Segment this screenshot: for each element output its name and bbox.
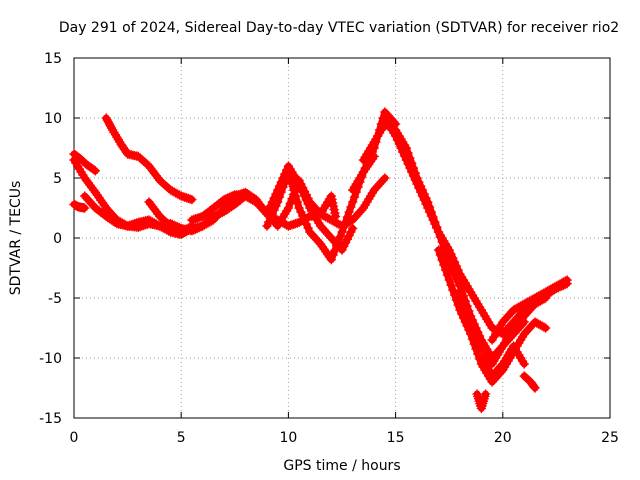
x-tick-labels: 0 5 10 15 20 25: [70, 430, 619, 446]
x-axis-label: GPS time / hours: [283, 458, 400, 474]
y-tick-label: -5: [48, 291, 62, 307]
x-tick-label: 15: [387, 430, 405, 446]
series-track-13: [476, 341, 529, 381]
y-tick-label: -15: [39, 411, 62, 427]
series-band: [102, 114, 196, 204]
axis-ticks: [73, 57, 611, 419]
chart-title: Day 291 of 2024, Sidereal Day-to-day VTE…: [59, 20, 619, 36]
x-tick-label: 10: [279, 430, 297, 446]
plus-markers: [69, 149, 101, 176]
series-track-1: [69, 149, 101, 176]
y-tick-label: 15: [44, 51, 62, 67]
y-tick-label: -10: [39, 351, 62, 367]
y-tick-label: 5: [53, 171, 62, 187]
plus-markers: [487, 275, 572, 345]
plus-markers: [101, 113, 197, 205]
plus-markers: [347, 151, 379, 195]
y-axis-label: SDTVAR / TECUs: [8, 181, 24, 296]
series-track-12: [472, 389, 491, 414]
y-tick-label: 0: [53, 231, 62, 247]
plus-markers: [144, 197, 197, 237]
series-track-4: [101, 113, 197, 205]
x-tick-label: 25: [601, 430, 619, 446]
plus-markers: [69, 199, 90, 213]
y-tick-labels: -15 -10 -5 0 5 10 15: [39, 51, 62, 427]
series-track-3: [69, 199, 90, 213]
series-track-16: [347, 151, 379, 195]
series-track-15: [519, 371, 540, 393]
plus-markers: [472, 389, 491, 414]
series-track-14: [487, 275, 572, 345]
y-tick-label: 10: [44, 111, 62, 127]
data-series: [69, 107, 572, 414]
x-tick-label: 20: [494, 430, 512, 446]
x-tick-label: 5: [177, 430, 186, 446]
plus-markers: [476, 341, 529, 381]
plus-markers: [519, 371, 540, 393]
x-tick-label: 0: [70, 430, 79, 446]
series-track-17: [144, 197, 197, 237]
